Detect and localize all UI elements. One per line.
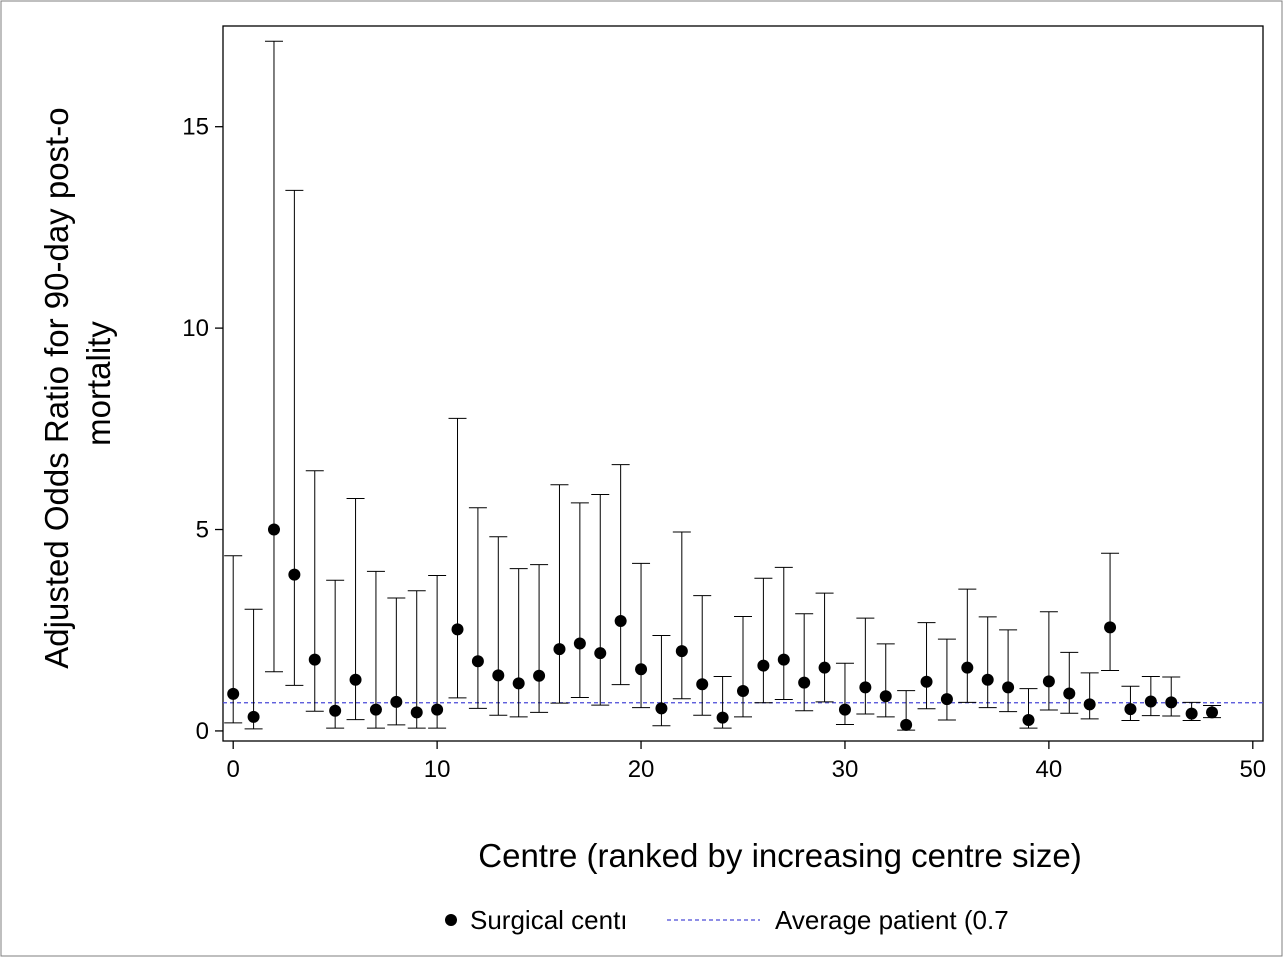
data-point	[1002, 681, 1015, 694]
data-point	[369, 703, 382, 716]
legend: Surgical centı Average patient (0.7	[445, 905, 1009, 935]
data-points	[227, 523, 1219, 731]
plot-area	[222, 25, 1264, 742]
data-point	[655, 702, 668, 715]
data-point	[920, 675, 933, 688]
data-point	[900, 718, 913, 731]
data-point	[879, 690, 892, 703]
data-point	[940, 693, 953, 706]
data-point	[716, 711, 729, 724]
data-point	[390, 695, 403, 708]
y-tick-label: 0	[196, 718, 209, 745]
data-point	[227, 687, 240, 700]
y-axis-title-line-2: mortality	[80, 321, 117, 446]
data-point	[594, 647, 607, 660]
data-point	[349, 673, 362, 686]
x-tick-label: 50	[1239, 756, 1266, 783]
data-point	[798, 676, 811, 689]
data-point	[818, 661, 831, 674]
y-axis: 0 5 10 15	[182, 114, 223, 745]
x-tick-label: 10	[424, 756, 451, 783]
data-point	[1185, 707, 1198, 720]
data-point	[573, 637, 586, 650]
data-point	[675, 645, 688, 658]
error-bars	[224, 40, 1222, 731]
y-axis-title: Adjusted Odds Ratio for 90-day post-o mo…	[38, 98, 117, 668]
data-point	[267, 523, 280, 536]
data-point	[859, 681, 872, 694]
data-point	[981, 673, 994, 686]
data-point	[737, 685, 749, 698]
data-point	[1022, 714, 1035, 727]
x-tick-label: 30	[832, 756, 859, 783]
y-tick-label: 5	[196, 517, 209, 544]
data-point	[838, 703, 851, 716]
data-point	[1063, 687, 1076, 700]
y-tick-label: 15	[182, 114, 209, 141]
data-point	[512, 677, 525, 690]
data-point	[1124, 703, 1137, 716]
data-point	[308, 653, 321, 666]
data-point	[1083, 698, 1096, 711]
legend-label-average-patient: Average patient (0.7	[775, 905, 1009, 935]
legend-label-surgical-centre: Surgical centı	[470, 905, 628, 935]
data-point	[288, 568, 301, 581]
y-axis-title-line-1: Adjusted Odds Ratio for 90-day post-o	[38, 107, 75, 668]
x-axis-title: Centre (ranked by increasing centre size…	[478, 837, 1081, 874]
data-point	[1165, 696, 1178, 709]
data-point	[329, 704, 342, 717]
data-point	[471, 655, 484, 668]
data-point	[1104, 621, 1117, 634]
x-axis: 0 10 20 30 40 50	[227, 741, 1266, 783]
data-point	[614, 614, 627, 627]
data-point	[451, 623, 464, 636]
x-tick-label: 0	[227, 756, 240, 783]
x-tick-label: 20	[628, 756, 655, 783]
data-point	[410, 706, 423, 719]
data-point	[757, 659, 770, 672]
y-tick-label: 10	[182, 315, 209, 342]
data-point	[961, 661, 974, 674]
x-tick-label: 40	[1036, 756, 1063, 783]
data-point	[553, 643, 566, 656]
legend-dot-marker	[445, 914, 457, 926]
data-point	[696, 678, 709, 691]
data-point	[431, 703, 444, 716]
data-point	[635, 663, 648, 676]
data-point	[777, 653, 790, 666]
data-point	[247, 710, 260, 723]
data-point	[533, 669, 546, 682]
data-point	[1206, 706, 1219, 719]
data-point	[1042, 675, 1055, 688]
data-point	[492, 669, 505, 682]
data-point	[1144, 695, 1157, 708]
